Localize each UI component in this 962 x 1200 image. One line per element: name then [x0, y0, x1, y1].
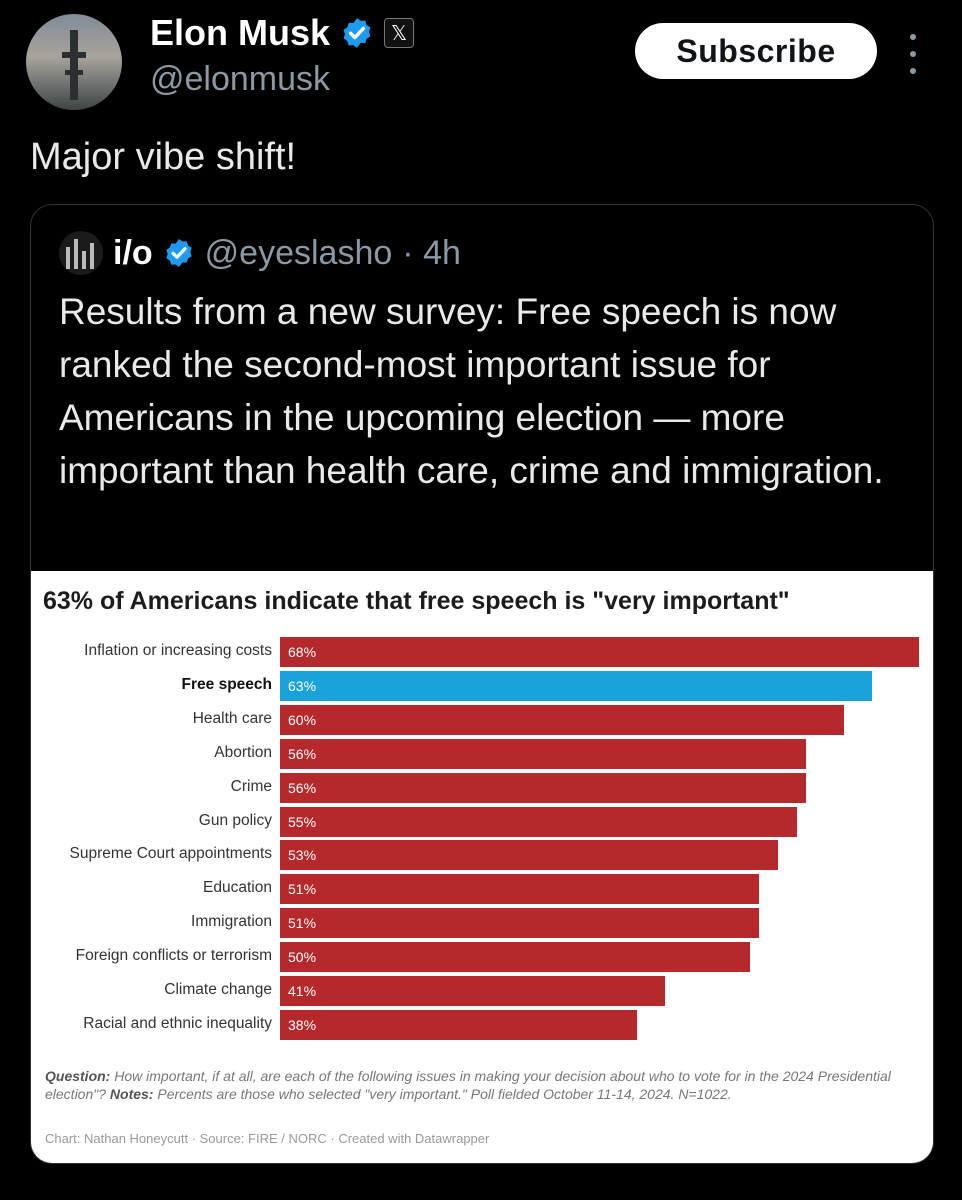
note-notes-label: Notes:: [109, 1086, 154, 1102]
category-label: Abortion: [214, 743, 272, 761]
author-name-row: Elon Musk 𝕏: [150, 12, 415, 54]
chart-bar: [280, 637, 919, 667]
survey-bar-chart[interactable]: 63% of Americans indicate that free spee…: [31, 571, 933, 1163]
bar-value-label: 51%: [288, 915, 317, 932]
bar-value-label: 53%: [288, 847, 317, 864]
tweet-text: Major vibe shift!: [30, 136, 297, 178]
category-label: Health care: [192, 709, 272, 727]
x-logo-icon: 𝕏: [384, 18, 415, 48]
bar-value-label: 51%: [288, 881, 317, 898]
quoted-author-avatar[interactable]: [59, 231, 103, 275]
verified-badge-icon: [343, 18, 371, 48]
chart-bar: [280, 704, 844, 735]
chart-bar: [280, 874, 760, 905]
bar-value-label: 41%: [288, 983, 317, 999]
category-label: Supreme Court appointments: [69, 845, 272, 863]
chart-bar: [280, 1009, 638, 1040]
note-question-label: Question:: [45, 1068, 111, 1084]
chart-bar: [280, 806, 797, 837]
category-label: Climate change: [164, 981, 272, 998]
bar-value-label: 56%: [288, 745, 317, 762]
category-label: Gun policy: [198, 811, 272, 829]
bar-value-label: 38%: [288, 1016, 317, 1033]
avatar-tower-arm: [62, 52, 86, 58]
category-label: Education: [203, 879, 272, 897]
category-label: Free speech: [181, 675, 272, 693]
chart-bar: [280, 670, 872, 701]
chart-bar: [280, 772, 807, 803]
author-name[interactable]: Elon Musk: [150, 12, 331, 53]
chart-note: Question: How important, if at all, are …: [45, 1067, 925, 1103]
category-label: Inflation or increasing costs: [84, 642, 272, 659]
quoted-tweet-time[interactable]: · 4h: [402, 233, 461, 272]
subscribe-button[interactable]: Subscribe: [635, 23, 877, 79]
bar-value-label: 55%: [288, 813, 317, 830]
note-notes-text: Percents are those who selected "very im…: [157, 1086, 732, 1102]
chart-title: 63% of Americans indicate that free spee…: [43, 587, 790, 615]
category-label: Crime: [230, 777, 272, 795]
note-question-text: How important, if at all, are each of th…: [45, 1068, 891, 1102]
category-label: Racial and ethnic inequality: [83, 1014, 272, 1032]
author-handle[interactable]: @elonmusk: [150, 60, 331, 98]
avatar-tower-shape: [70, 30, 78, 100]
quoted-author-name[interactable]: i/o: [113, 233, 153, 272]
chart-bar: [280, 738, 807, 769]
bar-value-label: 50%: [288, 949, 317, 966]
quoted-verified-badge-icon: [166, 239, 192, 267]
bar-value-label: 63%: [288, 677, 317, 694]
category-label: Immigration: [191, 913, 272, 931]
quoted-author-handle[interactable]: @eyeslasho: [204, 233, 393, 272]
chart-bar: [280, 976, 666, 1006]
author-avatar[interactable]: [26, 14, 122, 110]
quoted-tweet-header: i/o @eyeslasho · 4h: [59, 231, 461, 275]
bar-value-label: 56%: [288, 779, 317, 796]
chart-bar: [280, 942, 750, 973]
chart-bar: [280, 840, 779, 871]
chart-credit: Chart: Nathan Honeycutt · Source: FIRE /…: [45, 1131, 490, 1146]
avatar-tower-arm-lower: [65, 70, 83, 75]
bar-value-label: 60%: [288, 711, 317, 728]
quoted-tweet-card[interactable]: i/o @eyeslasho · 4h Results from a new s…: [30, 204, 934, 1164]
chart-bar: [280, 908, 760, 939]
quoted-tweet-text: Results from a new survey: Free speech i…: [59, 291, 884, 491]
more-options-icon[interactable]: [906, 34, 920, 74]
bar-value-label: 68%: [288, 644, 317, 660]
category-label: Foreign conflicts or terrorism: [75, 947, 272, 965]
